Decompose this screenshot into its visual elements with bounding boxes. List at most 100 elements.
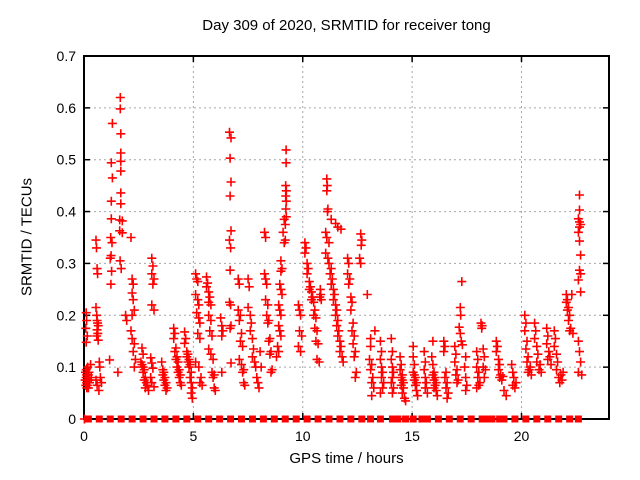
data-point bbox=[266, 367, 276, 377]
data-point bbox=[218, 326, 228, 336]
data-point bbox=[367, 378, 377, 388]
data-point bbox=[428, 336, 438, 346]
data-point bbox=[346, 305, 356, 315]
data-point bbox=[336, 341, 346, 351]
data-point bbox=[508, 367, 518, 377]
data-point bbox=[225, 323, 235, 333]
data-point bbox=[412, 386, 421, 395]
data-point bbox=[314, 357, 324, 367]
data-point bbox=[473, 354, 483, 364]
data-point bbox=[558, 367, 568, 377]
data-point bbox=[362, 290, 372, 299]
data-point bbox=[350, 347, 360, 357]
data-point bbox=[331, 310, 341, 320]
data-point bbox=[413, 391, 423, 401]
data-point bbox=[240, 380, 250, 390]
data-point bbox=[252, 373, 262, 382]
data-point bbox=[293, 341, 303, 351]
data-point bbox=[149, 305, 159, 315]
epoch-square bbox=[139, 415, 147, 423]
data-point bbox=[387, 373, 397, 382]
data-point bbox=[309, 297, 319, 307]
data-point bbox=[532, 341, 542, 351]
data-point bbox=[311, 313, 321, 323]
data-point bbox=[192, 308, 202, 318]
data-point bbox=[327, 274, 337, 284]
data-point bbox=[410, 380, 420, 390]
data-point bbox=[296, 310, 306, 320]
data-point bbox=[187, 393, 197, 403]
epoch-square bbox=[194, 415, 202, 423]
data-point bbox=[97, 378, 106, 388]
epoch-square bbox=[500, 415, 508, 423]
data-point bbox=[562, 305, 572, 315]
data-point bbox=[225, 265, 235, 275]
data-point bbox=[451, 349, 461, 359]
data-point bbox=[324, 238, 334, 248]
data-point bbox=[501, 391, 511, 401]
data-point bbox=[86, 373, 96, 382]
data-point bbox=[451, 370, 461, 380]
data-point bbox=[367, 360, 377, 370]
data-point bbox=[379, 378, 389, 388]
data-point bbox=[91, 303, 101, 312]
data-point bbox=[106, 158, 116, 168]
y-tick-label: 0.1 bbox=[57, 359, 77, 375]
data-point bbox=[422, 388, 432, 398]
data-point bbox=[356, 258, 366, 268]
data-point bbox=[365, 354, 374, 364]
data-point bbox=[575, 190, 584, 200]
data-point bbox=[185, 373, 195, 382]
data-point bbox=[147, 269, 157, 279]
data-point bbox=[302, 269, 312, 279]
data-point bbox=[210, 386, 220, 395]
data-point bbox=[233, 305, 243, 315]
data-point bbox=[525, 362, 535, 372]
data-point bbox=[126, 233, 136, 242]
data-point bbox=[279, 214, 289, 224]
data-point bbox=[105, 253, 115, 263]
epoch-square bbox=[292, 415, 300, 423]
data-point bbox=[174, 373, 184, 382]
data-point bbox=[491, 336, 501, 346]
data-point bbox=[454, 322, 464, 332]
data-point bbox=[573, 275, 583, 285]
data-point bbox=[568, 328, 578, 338]
data-point bbox=[409, 360, 419, 370]
data-point bbox=[107, 266, 117, 276]
y-tick-label: 0.6 bbox=[57, 100, 77, 116]
data-point bbox=[246, 318, 256, 328]
data-point bbox=[408, 352, 418, 362]
epoch-square bbox=[183, 415, 191, 423]
epoch-square bbox=[227, 415, 235, 423]
data-point bbox=[186, 388, 196, 398]
data-point bbox=[557, 375, 567, 385]
epoch-square bbox=[270, 415, 278, 423]
data-point bbox=[479, 352, 489, 362]
data-point bbox=[93, 269, 103, 279]
data-point bbox=[573, 227, 583, 237]
data-point bbox=[531, 326, 541, 336]
data-point bbox=[389, 383, 398, 393]
data-point bbox=[275, 326, 285, 336]
data-point bbox=[461, 373, 471, 382]
data-point bbox=[398, 383, 408, 393]
epoch-square bbox=[388, 415, 396, 423]
data-point bbox=[202, 282, 211, 292]
data-point bbox=[386, 378, 396, 388]
data-point bbox=[477, 323, 487, 333]
data-point bbox=[95, 373, 105, 382]
data-point bbox=[127, 310, 137, 320]
data-point bbox=[262, 310, 272, 320]
data-point bbox=[186, 378, 196, 388]
epoch-square bbox=[248, 415, 256, 423]
data-point bbox=[550, 334, 560, 344]
data-point bbox=[322, 186, 332, 196]
data-point bbox=[441, 383, 451, 393]
data-point bbox=[338, 357, 348, 367]
epoch-square bbox=[566, 415, 574, 423]
data-point bbox=[247, 352, 257, 362]
data-point bbox=[85, 378, 94, 388]
data-point bbox=[115, 104, 125, 114]
